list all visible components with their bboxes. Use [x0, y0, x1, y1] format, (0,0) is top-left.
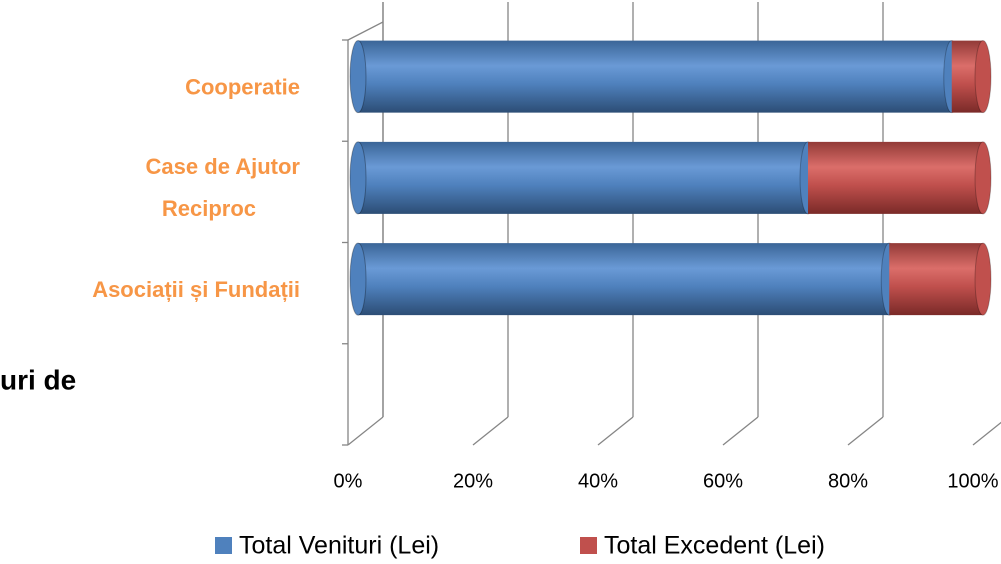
legend-swatch [215, 537, 232, 554]
bar-start [349, 141, 367, 215]
bar-body [358, 243, 890, 316]
x-tick-label: 40% [578, 470, 618, 492]
bar-body [358, 40, 952, 113]
grid-line [597, 416, 634, 446]
grid-line [847, 416, 884, 446]
bar-cap [974, 40, 992, 114]
x-tick-label: 20% [453, 470, 493, 492]
axis-line [347, 21, 384, 41]
bar-segment [358, 242, 898, 316]
grid-line [472, 416, 509, 446]
grid-line [347, 416, 384, 446]
x-tick-label: 0% [334, 470, 363, 492]
bar-start [349, 242, 367, 316]
x-tick-label: 60% [703, 470, 743, 492]
legend-label: Total Excedent (Lei) [604, 532, 825, 560]
bar-segment [358, 40, 961, 114]
grid-line [722, 416, 759, 446]
bar-body [358, 141, 808, 214]
category-label: Cooperatie [185, 74, 300, 99]
bar-start [349, 40, 367, 114]
bar-segment [808, 141, 992, 215]
category-label: Asociații și Fundații [92, 277, 300, 302]
legend-label: Total Venituri (Lei) [239, 532, 439, 560]
bar-cap [974, 242, 992, 316]
bar-body [889, 243, 983, 316]
fragment-text: uri de [0, 364, 76, 395]
bar-body [808, 141, 983, 214]
x-tick-label: 80% [828, 470, 868, 492]
bar-segment [358, 141, 817, 215]
bar-cap [974, 141, 992, 215]
x-tick-label: 100% [947, 470, 998, 492]
category-label: Case de Ajutor Reciproc [146, 154, 301, 221]
bar-segment [951, 40, 992, 114]
bar-segment [889, 242, 992, 316]
legend-swatch [580, 537, 597, 554]
grid-line [972, 421, 1001, 446]
